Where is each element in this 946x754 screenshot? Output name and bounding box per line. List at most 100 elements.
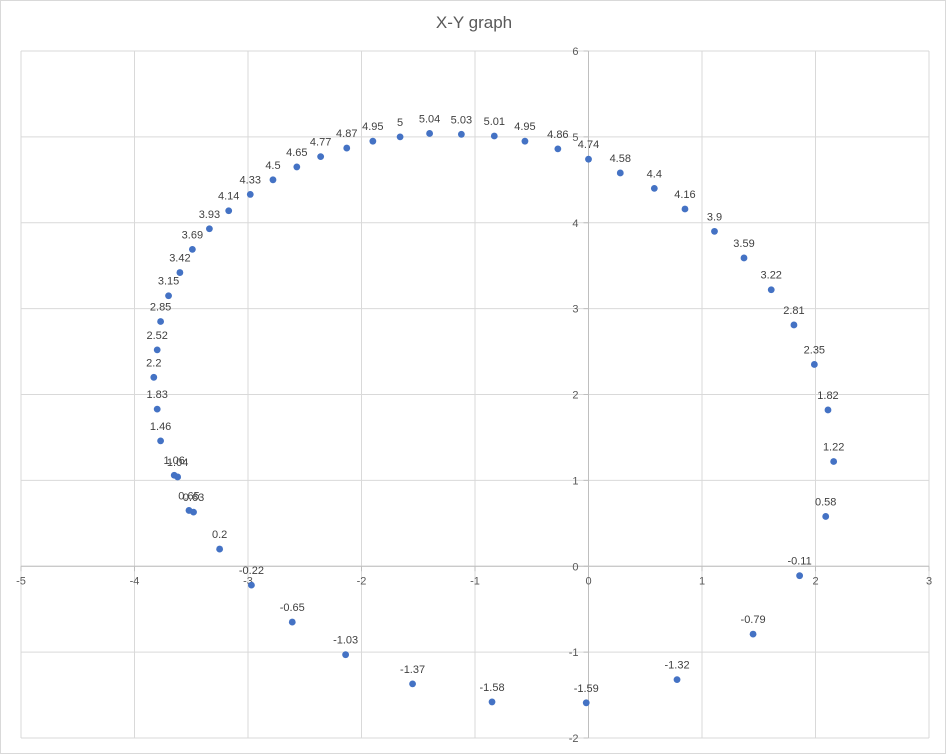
y-tick-label: 2 [572, 390, 578, 402]
data-point [457, 130, 465, 138]
data-point [396, 133, 404, 141]
data-label: 4.14 [218, 191, 239, 203]
chart-title: X-Y graph [435, 13, 513, 32]
data-point [824, 406, 832, 414]
data-label: 1.82 [817, 390, 838, 402]
data-label: 3.59 [733, 238, 754, 250]
data-label: 0.65 [178, 490, 199, 502]
data-label: 4.65 [286, 147, 307, 159]
tick-labels: -5 -4 -3 -2 -1 0 1 2 3 -2 -1 0 1 2 3 4 5 6 [16, 46, 932, 745]
y-tick-label: 1 [572, 475, 578, 487]
data-point [165, 292, 172, 300]
data-point [822, 513, 830, 520]
data-point [157, 437, 165, 445]
x-tick-label: 2 [812, 575, 818, 587]
data-point [488, 698, 496, 706]
data-label: 2.52 [146, 330, 167, 342]
y-tick-label: 4 [572, 218, 578, 230]
y-tick-label: 6 [572, 46, 578, 58]
data-point [246, 191, 254, 198]
data-label: -1.59 [574, 683, 599, 695]
x-tick-label: 1 [699, 575, 705, 587]
data-label: 5.04 [419, 113, 440, 125]
data-label: 4.86 [547, 129, 568, 141]
data-point [206, 225, 213, 233]
data-label: 3.93 [199, 209, 220, 221]
data-label: 4.4 [647, 168, 662, 180]
data-label: -1.58 [479, 682, 504, 694]
data-point [554, 145, 562, 153]
data-label: 5.03 [451, 114, 472, 126]
axes [20, 50, 930, 739]
data-label: 4.5 [265, 160, 280, 172]
data-label: 2.35 [804, 344, 825, 356]
data-point [681, 205, 689, 213]
data-label: 1.83 [146, 389, 167, 401]
data-point [248, 581, 255, 589]
data-point [810, 361, 818, 368]
data-point [830, 458, 838, 465]
data-point [150, 373, 158, 381]
data-point [521, 137, 529, 145]
data-point [216, 545, 224, 553]
data-label: 1.22 [823, 441, 844, 453]
data-label: 4.74 [578, 139, 599, 151]
data-point [185, 507, 193, 514]
y-tick-label: 5 [572, 132, 578, 144]
data-label: 4.95 [514, 121, 535, 133]
x-tick-label: 3 [926, 575, 932, 587]
data-point [796, 572, 804, 580]
data-point [317, 153, 325, 161]
data-point [582, 699, 590, 707]
data-label: 3.15 [158, 276, 179, 288]
data-label: 0.2 [212, 529, 227, 541]
data-label: 1.46 [150, 421, 171, 433]
y-tick-label: -1 [569, 647, 579, 659]
data-label: -0.22 [239, 565, 264, 577]
data-point [790, 321, 798, 329]
data-label: 4.87 [336, 128, 357, 140]
y-tick-label: 3 [572, 304, 578, 316]
data-label: 4.77 [310, 137, 331, 149]
data-label: 4.16 [674, 189, 695, 201]
data-point [157, 318, 165, 325]
data-point [153, 346, 161, 354]
data-point [225, 207, 233, 215]
data-point [673, 676, 681, 684]
data-point [740, 254, 748, 262]
data-label: 4.58 [610, 153, 631, 165]
data-point [176, 269, 184, 276]
data-points [150, 130, 838, 707]
data-point [490, 132, 498, 140]
data-label: 2.85 [150, 302, 171, 314]
data-label: 2.81 [783, 305, 804, 317]
data-point [293, 163, 301, 171]
data-label: 2.2 [146, 357, 161, 369]
data-point [749, 630, 757, 638]
data-point [170, 471, 178, 479]
data-point [426, 130, 433, 137]
data-label: -1.32 [664, 660, 689, 672]
x-tick-label: -5 [16, 575, 26, 587]
data-label: 5 [397, 117, 403, 129]
data-label: 1.04 [167, 457, 188, 469]
x-tick-label: 0 [585, 575, 591, 587]
data-point [342, 651, 350, 659]
data-label: -1.03 [333, 635, 358, 647]
data-label: 3.22 [761, 270, 782, 282]
data-point [409, 680, 416, 688]
x-tick-label: -4 [130, 575, 140, 587]
data-label: 3.42 [169, 253, 190, 265]
x-tick-label: -2 [357, 575, 367, 587]
data-label: 3.69 [182, 229, 203, 241]
x-tick-label: -3 [243, 575, 253, 587]
data-point [585, 155, 592, 163]
data-point [269, 176, 277, 184]
data-label: -1.37 [400, 664, 425, 676]
data-label: -0.11 [787, 556, 811, 568]
data-label: 0.58 [815, 496, 836, 508]
data-label: 1.06 [164, 455, 185, 467]
y-tick-label: 0 [572, 561, 578, 573]
data-label: -0.79 [741, 614, 766, 626]
